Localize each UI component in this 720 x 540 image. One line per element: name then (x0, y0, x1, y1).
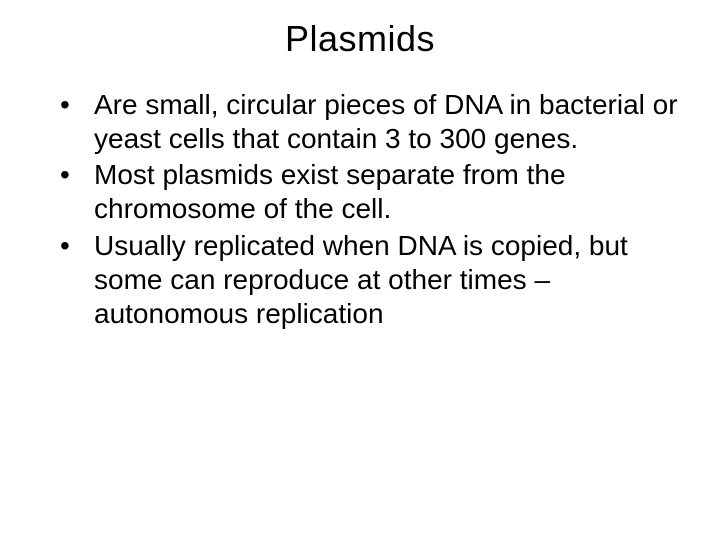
list-item: Usually replicated when DNA is copied, b… (60, 229, 680, 331)
slide-title: Plasmids (40, 18, 680, 60)
bullet-list: Are small, circular pieces of DNA in bac… (40, 88, 680, 331)
list-item: Most plasmids exist separate from the ch… (60, 158, 680, 226)
list-item: Are small, circular pieces of DNA in bac… (60, 88, 680, 156)
